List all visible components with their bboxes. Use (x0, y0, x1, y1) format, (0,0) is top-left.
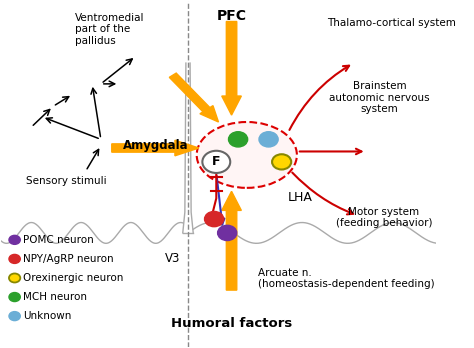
Circle shape (228, 132, 247, 147)
FancyArrow shape (222, 191, 241, 290)
Circle shape (9, 254, 20, 263)
Text: Motor system
(feeding behavior): Motor system (feeding behavior) (336, 206, 432, 228)
Circle shape (202, 151, 230, 173)
Text: Arcuate n.
(homeostasis-dependent feeding): Arcuate n. (homeostasis-dependent feedin… (258, 268, 434, 289)
Text: Ventromedial
part of the
pallidus: Ventromedial part of the pallidus (75, 13, 144, 46)
FancyArrow shape (169, 73, 219, 122)
Text: Orexinergic neuron: Orexinergic neuron (23, 273, 124, 283)
Text: Unknown: Unknown (23, 311, 72, 321)
Ellipse shape (197, 122, 297, 188)
Circle shape (205, 212, 224, 227)
Text: Sensory stimuli: Sensory stimuli (26, 176, 106, 186)
Circle shape (9, 293, 20, 302)
Circle shape (9, 235, 20, 244)
Circle shape (9, 274, 20, 283)
FancyArrow shape (112, 140, 199, 156)
Circle shape (259, 132, 278, 147)
Text: F: F (212, 155, 220, 168)
Circle shape (9, 311, 20, 321)
Circle shape (218, 225, 237, 240)
Text: PFC: PFC (217, 9, 246, 23)
Text: Amygdala: Amygdala (123, 139, 188, 152)
Text: NPY/AgRP neuron: NPY/AgRP neuron (23, 254, 114, 264)
Text: POMC neuron: POMC neuron (23, 235, 94, 245)
Circle shape (272, 154, 291, 169)
Text: Thalamo-cortical system: Thalamo-cortical system (328, 18, 456, 28)
Text: Brainstem
autonomic nervous
system: Brainstem autonomic nervous system (329, 81, 430, 114)
Text: Humoral factors: Humoral factors (171, 317, 292, 330)
Text: LHA: LHA (288, 191, 313, 204)
Text: V3: V3 (165, 252, 181, 266)
FancyArrow shape (222, 22, 241, 115)
Text: MCH neuron: MCH neuron (23, 292, 87, 302)
